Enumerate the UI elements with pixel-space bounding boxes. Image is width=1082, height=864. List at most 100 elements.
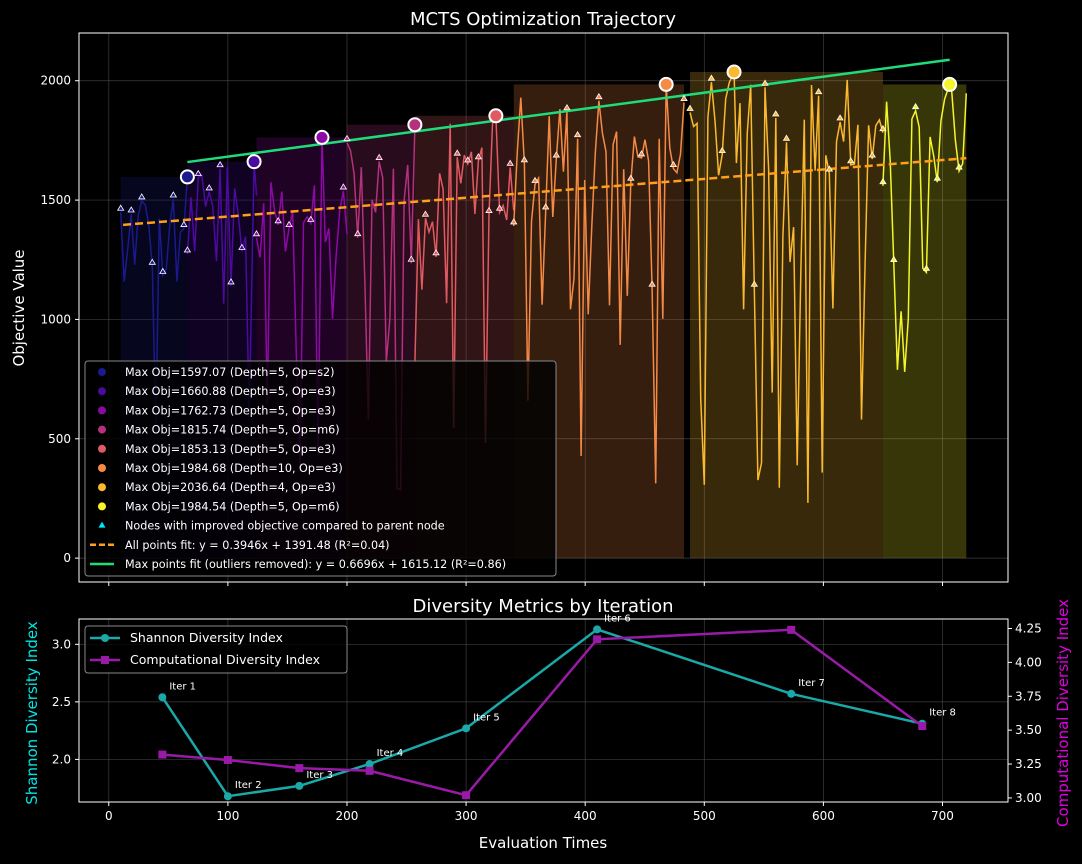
computational-ytick-label: 4.25 (1015, 621, 1042, 635)
improved-node-marker (718, 146, 726, 154)
diversity-panel: Diversity Metrics by Iteration Evaluatio… (23, 596, 1072, 852)
diversity-xtick-label: 300 (455, 809, 478, 823)
diversity-xtick-label: 400 (574, 809, 597, 823)
improved-node-marker (552, 151, 561, 158)
improved-node-marker (933, 174, 942, 181)
improved-node-marker (485, 206, 493, 213)
improved-node-marker (474, 153, 483, 160)
trajectory-ytick-label: 1000 (40, 312, 71, 326)
improved-node-marker (506, 159, 514, 166)
diversity-xlabel: Evaluation Times (479, 834, 608, 852)
improved-node-marker (761, 79, 769, 86)
legend-label-group-2: Max Obj=1660.88 (Depth=5, Op=e3) (125, 385, 336, 398)
improved-node-marker (339, 183, 348, 190)
improved-node-marker (680, 94, 688, 101)
improved-node-marker (890, 255, 898, 263)
max-point-marker-7 (726, 64, 742, 80)
diversity-legend-box (84, 625, 348, 674)
diversity-xtick-label: 100 (216, 809, 239, 823)
improved-node-marker (911, 102, 920, 110)
trajectory-line-7 (689, 71, 884, 503)
iteration-label-5: Iter 5 (473, 712, 500, 723)
trajectory-axes-frame (78, 32, 1009, 583)
legend-marker-group-1 (98, 368, 106, 376)
diversity-legend: Shannon Diversity Index Computational Div… (84, 625, 348, 674)
iteration-label-1: Iter 1 (169, 681, 196, 692)
legend-label-computational: Computational Diversity Index (130, 652, 320, 667)
trajectory-ytick-label: 1500 (40, 193, 71, 207)
legend-label-group-1: Max Obj=1597.07 (Depth=5, Op=s2) (125, 366, 335, 379)
improved-node-marker (307, 215, 315, 222)
improved-node-marker (648, 280, 656, 287)
trajectory-legend-box (84, 360, 557, 577)
trajectory-title: MCTS Optimization Trajectory (410, 9, 676, 30)
max-point-markers (179, 64, 958, 185)
improved-node-marker (407, 255, 416, 262)
iteration-label-7: Iter 7 (798, 678, 825, 689)
legend-label-improved-nodes: Nodes with improved objective compared t… (125, 520, 445, 533)
legend-label-shannon: Shannon Diversity Index (130, 630, 283, 645)
computational-point (787, 625, 796, 634)
shannon-point (295, 781, 304, 790)
improved-node-marker (353, 229, 362, 237)
max-point-marker-2 (246, 154, 262, 170)
improved-node-marker (541, 203, 550, 210)
improved-node-marker (183, 246, 192, 253)
improved-node-marker (205, 184, 213, 191)
shannon-point (365, 760, 374, 769)
improved-node-marker (814, 87, 823, 95)
computational-point (158, 750, 167, 759)
trajectory-legend: Max Obj=1597.07 (Depth=5, Op=s2) Max Obj=… (84, 360, 557, 577)
improved-node-markers (116, 64, 963, 287)
max-point-marker-5 (488, 108, 504, 124)
improved-node-marker (825, 165, 834, 172)
improved-node-marker (707, 74, 716, 81)
legend-marker-group-8 (98, 502, 106, 511)
iteration-label-3: Iter 3 (306, 770, 333, 781)
trajectory-ytick-label: 500 (48, 432, 71, 446)
legend-label-group-4: Max Obj=1815.74 (Depth=5, Op=m6) (125, 424, 340, 437)
diversity-title: Diversity Metrics by Iteration (412, 596, 673, 617)
diversity-xtick-label: 600 (812, 809, 835, 823)
improved-node-marker (637, 150, 646, 157)
trajectory-line-1 (119, 176, 189, 432)
diversity-xtick-label: 500 (693, 809, 716, 823)
iteration-label-4: Iter 4 (377, 748, 404, 759)
legend-marker-group-4 (98, 425, 106, 434)
improved-node-marker (148, 258, 156, 265)
trajectory-ylabel: Objective Value (10, 249, 28, 366)
improved-node-marker (216, 160, 224, 168)
shannon-point (158, 693, 167, 702)
computational-point (593, 635, 602, 644)
trajectory-ticks: 0 500 1000 1500 2000 (40, 74, 943, 586)
shannon-ytick-label: 2.0 (52, 752, 71, 766)
all-points-fit-line (122, 156, 967, 227)
diversity-xtick-label: 700 (931, 809, 954, 823)
legend-marker-improved-nodes (98, 521, 106, 528)
group-fill-8 (882, 84, 967, 559)
improved-node-marker (116, 204, 125, 211)
computational-point (295, 764, 304, 773)
improved-node-marker (879, 177, 887, 185)
computational-ytick-label: 4.00 (1015, 655, 1042, 669)
improved-node-marker (138, 193, 146, 200)
improved-node-marker (421, 210, 430, 217)
iteration-label-2: Iter 2 (235, 780, 262, 791)
improved-node-marker (686, 104, 694, 111)
improved-node-marker (375, 153, 383, 160)
legend-marker-group-2 (98, 387, 106, 396)
trajectory-ytick-label: 0 (63, 551, 71, 565)
improved-node-marker (227, 278, 235, 285)
shannon-series-line (161, 628, 923, 798)
max-point-marker-6 (658, 76, 674, 92)
legend-label-max-fit: Max points fit (outliers removed): y = 0… (125, 558, 506, 571)
improved-node-marker (879, 124, 887, 132)
computational-point (918, 722, 927, 731)
trajectory-series-lines (119, 71, 968, 503)
improved-node-marker (194, 169, 202, 176)
improved-node-marker (464, 156, 472, 163)
diversity-axes-frame (78, 618, 1009, 803)
computational-axis-label: Computational Diversity Index (1054, 599, 1072, 827)
legend-marker-group-5 (98, 444, 106, 453)
